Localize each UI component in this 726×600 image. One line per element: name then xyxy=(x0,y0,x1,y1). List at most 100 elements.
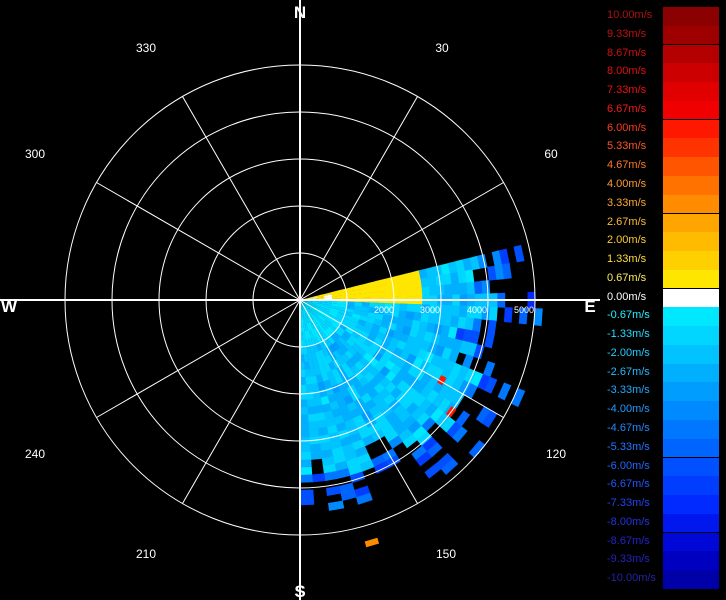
velocity-cell xyxy=(440,417,456,433)
velocity-cell xyxy=(440,325,451,338)
velocity-cell xyxy=(351,331,361,340)
velocity-cell xyxy=(438,383,452,399)
velocity-cell xyxy=(494,264,505,280)
velocity-cell xyxy=(340,489,357,501)
legend-row: 8.67m/s xyxy=(604,44,720,64)
velocity-cell xyxy=(354,446,369,458)
azimuth-spoke xyxy=(299,299,418,504)
velocity-cell xyxy=(402,434,418,449)
legend-row: -5.33m/s xyxy=(604,438,720,458)
velocity-cell xyxy=(407,364,420,378)
velocity-cell xyxy=(311,352,318,362)
velocity-cell xyxy=(353,351,364,362)
velocity-cell xyxy=(301,300,310,304)
compass-south: S xyxy=(294,582,305,600)
velocity-cell xyxy=(391,289,400,297)
velocity-cell xyxy=(361,434,376,447)
velocity-cell xyxy=(322,463,337,474)
velocity-cell xyxy=(376,417,390,430)
velocity-cell xyxy=(299,422,310,431)
velocity-cell xyxy=(353,485,371,498)
velocity-cell xyxy=(368,286,378,293)
velocity-cell xyxy=(364,321,374,330)
velocity-cell xyxy=(459,305,468,318)
velocity-cell xyxy=(360,310,369,318)
compass-north: N xyxy=(294,3,306,22)
velocity-cell xyxy=(318,349,326,359)
legend-swatch xyxy=(663,513,719,533)
legend-swatch xyxy=(663,175,719,195)
velocity-cell xyxy=(299,369,306,378)
velocity-cell xyxy=(313,319,319,328)
legend-row: 9.33m/s xyxy=(604,25,720,45)
legend-label: 6.67m/s xyxy=(607,102,647,115)
velocity-cell xyxy=(322,348,330,358)
velocity-cell xyxy=(382,277,392,286)
velocity-cell xyxy=(448,349,460,364)
velocity-cell xyxy=(310,313,316,321)
velocity-cell xyxy=(350,316,360,324)
velocity-cell xyxy=(354,301,363,307)
velocity-cell xyxy=(477,374,491,391)
velocity-cell xyxy=(497,382,512,401)
velocity-cell xyxy=(376,285,385,293)
velocity-cell xyxy=(369,291,378,298)
legend-label: 2.67m/s xyxy=(607,215,647,228)
velocity-cell xyxy=(331,446,345,457)
velocity-cell xyxy=(364,399,377,411)
velocity-cell xyxy=(356,492,373,505)
legend-label: -1.33m/s xyxy=(607,328,650,341)
velocity-cell xyxy=(323,319,332,327)
velocity-cell xyxy=(418,268,429,280)
velocity-cell xyxy=(343,314,353,321)
velocity-cell xyxy=(315,305,324,310)
legend-swatch xyxy=(663,495,719,514)
velocity-cell xyxy=(352,414,365,426)
legend-label: -6.00m/s xyxy=(607,459,650,472)
legend-swatch xyxy=(663,63,719,82)
velocity-cell xyxy=(425,363,438,377)
velocity-cell xyxy=(310,329,317,338)
azimuth-label: 30 xyxy=(435,41,449,55)
velocity-cell xyxy=(310,450,323,460)
velocity-cell xyxy=(299,362,305,370)
velocity-cell xyxy=(322,309,330,315)
velocity-cell xyxy=(327,314,336,320)
legend-row: -6.67m/s xyxy=(604,476,720,495)
velocity-cell xyxy=(441,458,459,475)
velocity-cell xyxy=(321,456,335,467)
velocity-cell xyxy=(325,354,333,364)
velocity-cell xyxy=(414,304,423,314)
velocity-cell xyxy=(309,368,317,377)
velocity-cell xyxy=(421,304,431,314)
velocity-cell xyxy=(339,323,348,331)
velocity-cell xyxy=(444,284,453,296)
velocity-cell xyxy=(306,346,312,355)
legend-row: 5.33m/s xyxy=(604,138,720,157)
velocity-cell xyxy=(326,316,335,323)
velocity-cell xyxy=(301,324,305,333)
velocity-cell xyxy=(308,330,314,339)
velocity-cell xyxy=(323,330,331,339)
velocity-cell xyxy=(513,244,525,263)
velocity-cell xyxy=(442,315,452,327)
velocity-cell xyxy=(370,454,386,468)
velocity-cell xyxy=(307,413,318,423)
velocity-cell xyxy=(450,272,460,285)
velocity-cell xyxy=(459,282,468,295)
velocity-cell xyxy=(353,284,362,291)
velocity-cell xyxy=(404,272,414,282)
velocity-cell xyxy=(374,313,384,321)
velocity-cell xyxy=(322,321,330,329)
velocity-cell xyxy=(308,360,315,370)
legend-row: 0.00m/s xyxy=(604,288,720,308)
velocity-cell xyxy=(324,300,333,304)
velocity-cell xyxy=(309,313,315,322)
velocity-cell xyxy=(320,395,330,406)
velocity-cell xyxy=(400,396,414,411)
legend-swatch xyxy=(663,438,719,458)
velocity-cell xyxy=(426,442,443,458)
velocity-cell xyxy=(334,461,349,472)
azimuth-spoke xyxy=(299,182,504,301)
legend-row: -2.67m/s xyxy=(604,363,720,383)
